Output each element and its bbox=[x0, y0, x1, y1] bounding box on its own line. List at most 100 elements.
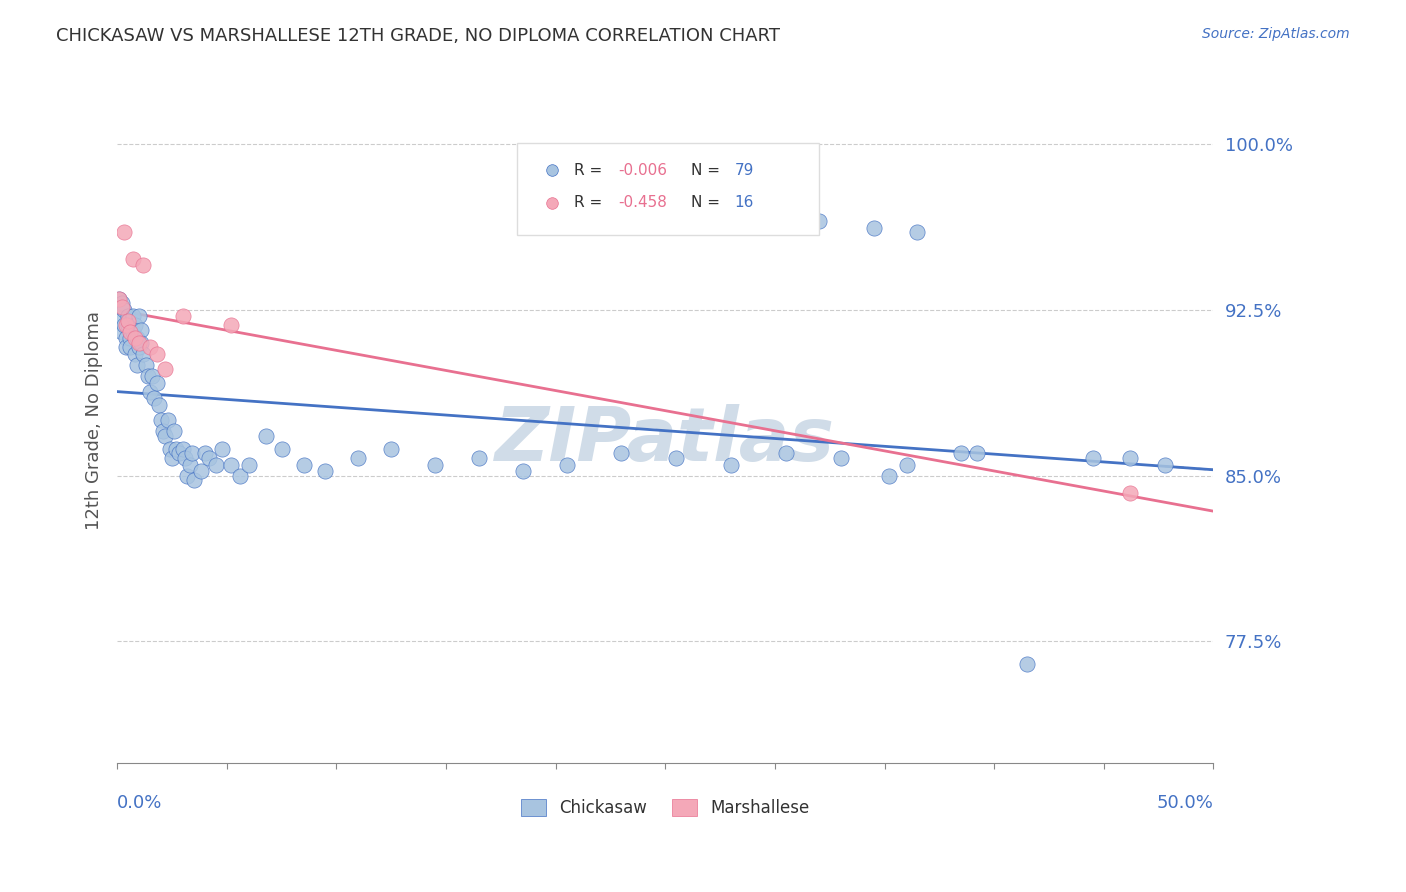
Text: 0.0%: 0.0% bbox=[117, 794, 163, 812]
Point bbox=[120, 331, 142, 345]
Point bbox=[176, 468, 198, 483]
Point bbox=[512, 464, 534, 478]
Point bbox=[163, 425, 186, 439]
Point bbox=[110, 325, 132, 339]
Point bbox=[347, 450, 370, 465]
Point bbox=[117, 318, 139, 333]
Point bbox=[108, 292, 131, 306]
Point bbox=[314, 464, 336, 478]
Point bbox=[132, 259, 155, 273]
Point bbox=[270, 442, 292, 456]
Point bbox=[115, 318, 138, 333]
Point bbox=[141, 369, 163, 384]
Point bbox=[124, 347, 146, 361]
Text: N =: N = bbox=[690, 195, 724, 211]
Point bbox=[117, 314, 139, 328]
Point bbox=[775, 446, 797, 460]
Point bbox=[219, 458, 242, 472]
Point bbox=[131, 323, 153, 337]
Point bbox=[108, 292, 131, 306]
Point bbox=[132, 347, 155, 361]
Point bbox=[121, 325, 143, 339]
Y-axis label: 12th Grade, No Diploma: 12th Grade, No Diploma bbox=[86, 310, 103, 530]
Point bbox=[143, 391, 166, 405]
Point bbox=[1119, 486, 1142, 500]
Point bbox=[720, 458, 742, 472]
Point bbox=[205, 458, 228, 472]
Point bbox=[117, 310, 139, 324]
Point bbox=[179, 458, 201, 472]
Point bbox=[121, 252, 143, 266]
Point bbox=[110, 296, 132, 310]
Point bbox=[128, 310, 150, 324]
Point bbox=[610, 446, 633, 460]
Point bbox=[194, 446, 217, 460]
Point bbox=[152, 425, 174, 439]
Point bbox=[976, 541, 998, 556]
Point bbox=[112, 302, 135, 317]
Point bbox=[229, 468, 252, 483]
Point bbox=[180, 446, 202, 460]
Point bbox=[238, 458, 260, 472]
Point bbox=[468, 450, 491, 465]
FancyBboxPatch shape bbox=[517, 143, 818, 235]
Point bbox=[807, 214, 830, 228]
Point bbox=[830, 450, 852, 465]
Point bbox=[172, 442, 194, 456]
Point bbox=[120, 325, 142, 339]
Point bbox=[190, 464, 212, 478]
Point bbox=[896, 458, 918, 472]
Text: 16: 16 bbox=[734, 195, 754, 211]
Point bbox=[145, 376, 167, 390]
Point bbox=[136, 369, 159, 384]
Point bbox=[128, 335, 150, 350]
Point bbox=[211, 442, 233, 456]
Text: R =: R = bbox=[574, 162, 607, 178]
Point bbox=[877, 468, 900, 483]
Point bbox=[1081, 450, 1104, 465]
Legend: Chickasaw, Marshallese: Chickasaw, Marshallese bbox=[515, 792, 817, 823]
Point bbox=[665, 450, 688, 465]
Point bbox=[128, 340, 150, 354]
Point bbox=[155, 362, 177, 376]
Text: 50.0%: 50.0% bbox=[1157, 794, 1213, 812]
Text: N =: N = bbox=[690, 162, 724, 178]
Point bbox=[139, 384, 162, 399]
Text: -0.006: -0.006 bbox=[619, 162, 668, 178]
Point bbox=[155, 429, 177, 443]
Point bbox=[219, 318, 242, 333]
Point bbox=[112, 225, 135, 239]
Text: Source: ZipAtlas.com: Source: ZipAtlas.com bbox=[1202, 27, 1350, 41]
Point bbox=[139, 340, 162, 354]
Point bbox=[156, 413, 179, 427]
Point bbox=[183, 473, 205, 487]
Point bbox=[145, 347, 167, 361]
Point bbox=[131, 335, 153, 350]
Point bbox=[121, 310, 143, 324]
Point bbox=[950, 446, 973, 460]
Point bbox=[148, 398, 170, 412]
Point bbox=[160, 450, 183, 465]
Text: 79: 79 bbox=[734, 162, 754, 178]
Point bbox=[1154, 458, 1177, 472]
Point bbox=[254, 429, 277, 443]
Point bbox=[124, 318, 146, 333]
Point bbox=[862, 220, 884, 235]
Point bbox=[966, 446, 988, 460]
Point bbox=[115, 331, 138, 345]
Point bbox=[165, 442, 187, 456]
Point bbox=[125, 358, 148, 372]
Point bbox=[380, 442, 402, 456]
Text: R =: R = bbox=[574, 195, 607, 211]
Point bbox=[112, 318, 135, 333]
Point bbox=[108, 314, 131, 328]
Point bbox=[1119, 450, 1142, 465]
Text: ZIPatlas: ZIPatlas bbox=[495, 404, 835, 477]
Point bbox=[292, 458, 315, 472]
Point bbox=[124, 331, 146, 345]
Point bbox=[172, 310, 194, 324]
Point bbox=[423, 458, 446, 472]
Point bbox=[555, 458, 578, 472]
Point bbox=[125, 331, 148, 345]
Text: -0.458: -0.458 bbox=[619, 195, 666, 211]
